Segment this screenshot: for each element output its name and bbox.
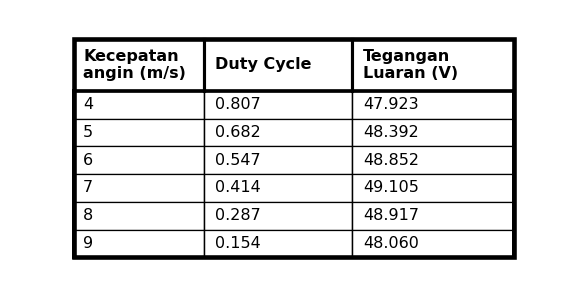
Text: 47.923: 47.923 <box>363 97 418 112</box>
Bar <box>204 230 351 257</box>
Text: 8: 8 <box>83 208 94 223</box>
Bar <box>74 174 204 202</box>
Bar <box>74 230 204 257</box>
Text: 5: 5 <box>83 125 94 140</box>
Bar <box>74 119 204 146</box>
Text: 0.547: 0.547 <box>215 153 260 168</box>
Text: Duty Cycle: Duty Cycle <box>215 57 311 72</box>
Bar <box>351 91 514 119</box>
Bar <box>351 202 514 230</box>
Text: 0.414: 0.414 <box>215 180 261 195</box>
Bar <box>74 202 204 230</box>
Text: 6: 6 <box>83 153 94 168</box>
Text: 0.807: 0.807 <box>215 97 261 112</box>
Bar <box>204 39 351 91</box>
Text: 0.682: 0.682 <box>215 125 261 140</box>
Text: 0.287: 0.287 <box>215 208 261 223</box>
Bar <box>351 39 514 91</box>
Text: 49.105: 49.105 <box>363 180 419 195</box>
Text: 9: 9 <box>83 236 94 251</box>
Text: 48.060: 48.060 <box>363 236 419 251</box>
Text: 48.852: 48.852 <box>363 153 419 168</box>
Bar <box>351 230 514 257</box>
Text: 7: 7 <box>83 180 94 195</box>
Bar <box>204 91 351 119</box>
Bar <box>204 146 351 174</box>
Bar <box>351 174 514 202</box>
Bar <box>74 39 204 91</box>
Bar <box>204 174 351 202</box>
Bar <box>204 202 351 230</box>
Bar <box>351 146 514 174</box>
Text: 4: 4 <box>83 97 94 112</box>
Text: 48.392: 48.392 <box>363 125 418 140</box>
Bar <box>351 119 514 146</box>
Bar <box>204 119 351 146</box>
Text: 48.917: 48.917 <box>363 208 419 223</box>
Text: Tegangan
Luaran (V): Tegangan Luaran (V) <box>363 49 458 81</box>
Bar <box>74 146 204 174</box>
Bar <box>74 91 204 119</box>
Text: Kecepatan
angin (m/s): Kecepatan angin (m/s) <box>83 49 186 81</box>
Text: 0.154: 0.154 <box>215 236 261 251</box>
